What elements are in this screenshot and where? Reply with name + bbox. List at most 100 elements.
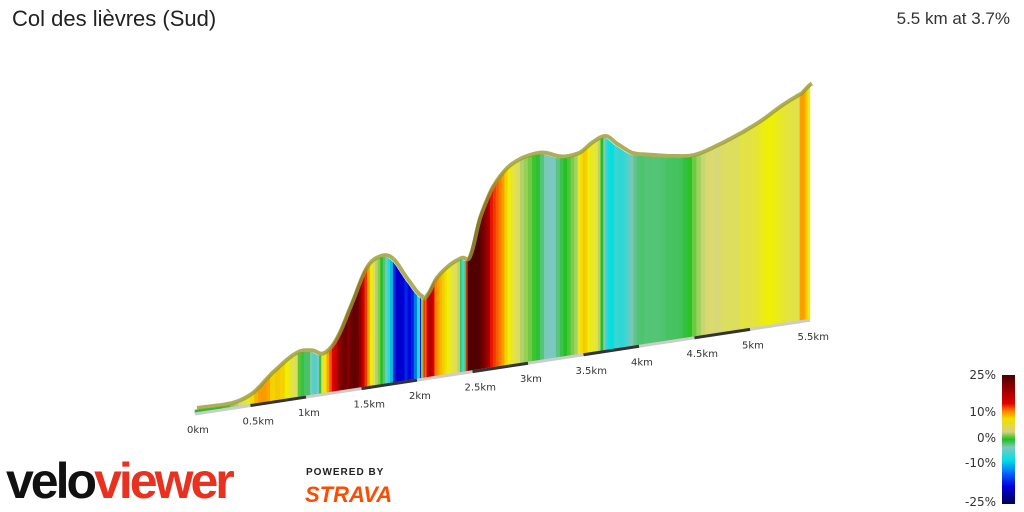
gradient-segment xyxy=(300,351,305,398)
gradient-segment xyxy=(660,157,666,343)
gradient-segment xyxy=(775,106,781,325)
gradient-segment xyxy=(595,138,599,353)
axis-dash xyxy=(694,327,751,340)
gradient-segment xyxy=(355,281,360,389)
gradient-segment xyxy=(289,354,296,399)
gradient-segment xyxy=(656,157,662,343)
gradient-segment xyxy=(623,150,628,348)
x-tick-label: 4.5km xyxy=(687,349,718,360)
gradient-segment xyxy=(444,266,448,376)
x-tick-label: 5.5km xyxy=(798,332,829,343)
gradient-segment xyxy=(387,257,391,384)
gradient-segment xyxy=(451,261,456,375)
gradient-segment xyxy=(779,104,785,325)
gradient-segment xyxy=(636,155,642,346)
gradient-segment xyxy=(669,157,675,341)
gradient-segment xyxy=(724,139,731,333)
gradient-segment xyxy=(584,145,589,354)
gradient-segment xyxy=(404,278,409,382)
x-tick-label: 1km xyxy=(298,408,320,419)
gradient-segment xyxy=(436,273,440,377)
gradient-segment xyxy=(674,157,680,341)
x-tick-label: 3km xyxy=(520,374,542,385)
x-tick-label: 0.5km xyxy=(243,417,274,428)
gradient-segment xyxy=(739,131,745,331)
segment-summary: 5.5 km at 3.7% xyxy=(896,9,1010,28)
gradient-segment xyxy=(751,124,757,329)
gradient-segment xyxy=(413,291,418,380)
gradient-segment xyxy=(620,148,625,349)
gradient-segment xyxy=(449,263,453,375)
gradient-segment xyxy=(498,172,503,368)
gradient-segment xyxy=(329,344,333,393)
gradient-segment xyxy=(629,154,634,347)
gradient-segment xyxy=(392,261,397,384)
gradient-segment xyxy=(600,137,604,352)
gradient-segment xyxy=(321,353,325,395)
x-tick-label: 0km xyxy=(187,425,209,436)
gradient-segment xyxy=(294,352,299,399)
axis-dash xyxy=(250,395,307,408)
gradient-segment xyxy=(372,258,376,387)
x-tick-label: 4km xyxy=(631,357,653,368)
gradient-segment xyxy=(539,154,545,361)
gradient-segment xyxy=(734,134,741,332)
axis-dash xyxy=(361,378,418,391)
gradient-segment xyxy=(683,157,689,339)
gradient-segment xyxy=(310,351,313,396)
gradient-segment xyxy=(755,121,761,328)
gradient-segment xyxy=(454,260,458,374)
gradient-segment xyxy=(316,354,320,395)
gradient-segment xyxy=(369,260,374,387)
legend-label: 25% xyxy=(969,368,996,382)
gradient-segment xyxy=(783,101,789,324)
gradient-segment xyxy=(607,139,611,351)
gradient-segment xyxy=(795,94,801,322)
legend-label: 0% xyxy=(976,431,996,445)
gradient-segment xyxy=(492,180,497,368)
gradient-segment xyxy=(771,109,777,326)
gradient-segment xyxy=(807,84,811,320)
gradient-segment xyxy=(563,157,568,358)
gradient-segment xyxy=(705,149,711,336)
gradient-segment xyxy=(605,137,609,351)
gradient-segment xyxy=(314,353,318,396)
gradient-segment xyxy=(555,157,561,359)
gradient-segment xyxy=(577,152,581,355)
strava-logo[interactable]: STRAVA xyxy=(305,482,393,507)
gradient-segment xyxy=(434,276,438,377)
axis-dash xyxy=(583,344,640,357)
gradient-segment xyxy=(457,259,461,374)
gradient-segment xyxy=(364,264,368,388)
gradient-segment xyxy=(719,142,725,334)
page-title: Col des lièvres (Sud) xyxy=(12,6,217,31)
gradient-segment xyxy=(582,147,586,355)
gradient-segment xyxy=(377,257,381,386)
gradient-segment xyxy=(696,153,702,337)
gradient-segment xyxy=(570,155,575,357)
profile-top-edge xyxy=(196,81,814,410)
gradient-segment xyxy=(323,351,328,394)
gradient-segment xyxy=(446,265,450,375)
gradient-segment xyxy=(407,283,412,381)
gradient-segment xyxy=(574,154,579,356)
gradient-segment xyxy=(516,159,521,365)
gradient-segment xyxy=(759,118,765,328)
gradient-segment xyxy=(303,351,308,397)
veloviewer-logo[interactable]: veloviewer xyxy=(6,452,235,510)
gradient-segment xyxy=(439,271,443,377)
gradient-segment xyxy=(617,146,622,349)
gradient-segment xyxy=(665,157,671,342)
gradient-segment xyxy=(531,154,537,362)
gradient-segment xyxy=(504,166,509,367)
gradient-segment xyxy=(535,154,541,362)
gradient-segment xyxy=(501,169,505,367)
gradient-segment xyxy=(547,155,553,360)
gradient-segment xyxy=(714,144,720,335)
gradient-segment xyxy=(358,274,363,389)
gradient-legend: 25% 10% 0% -10% -25% xyxy=(940,368,1024,512)
logo-text-accent: viewer xyxy=(94,453,235,509)
legend-label: -25% xyxy=(964,495,996,509)
gradient-segment xyxy=(597,137,602,352)
